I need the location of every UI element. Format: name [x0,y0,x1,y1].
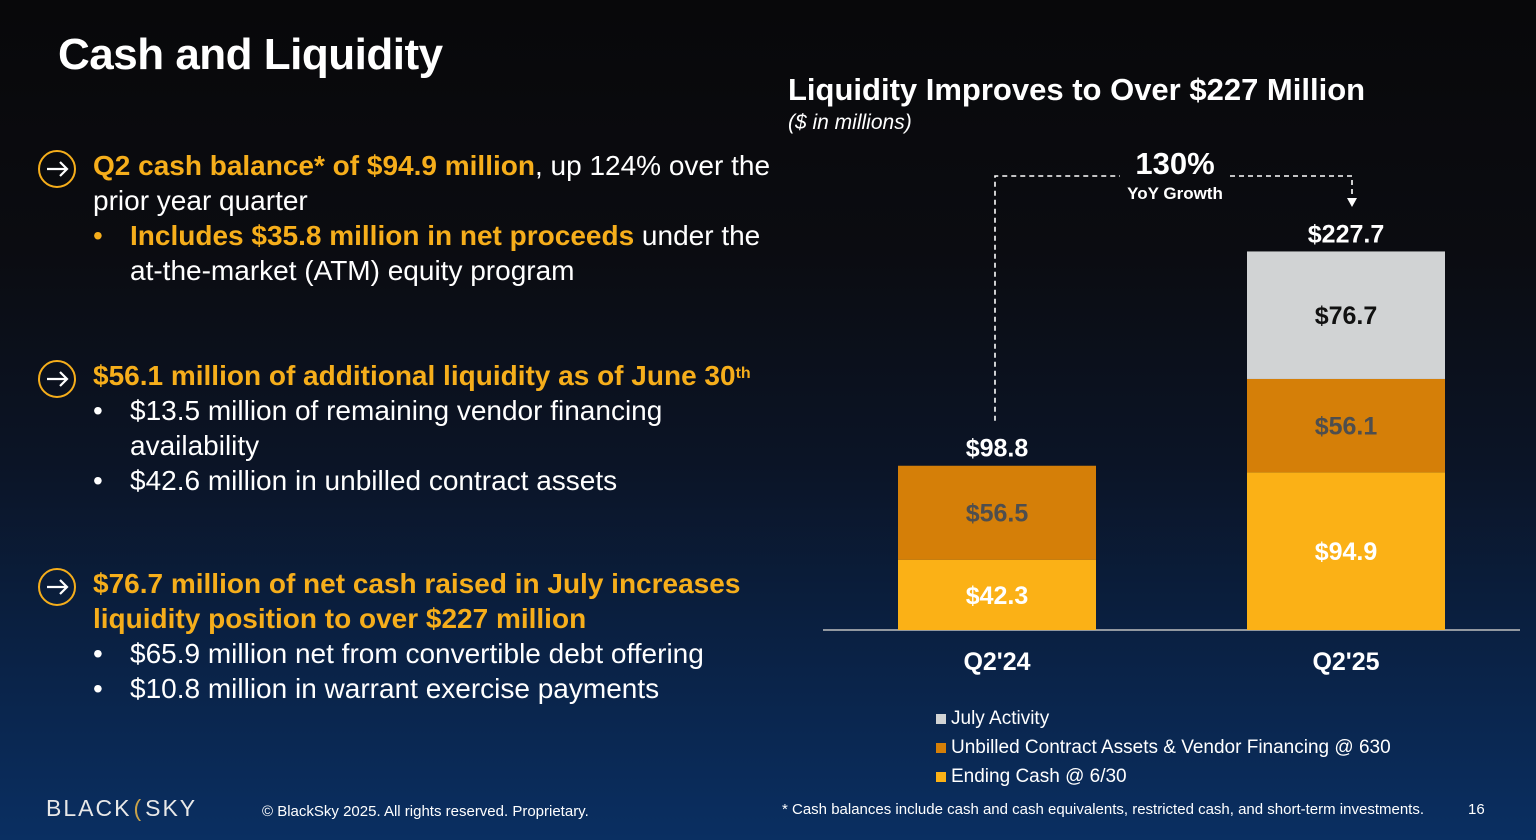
legend-item: Unbilled Contract Assets & Vendor Financ… [936,733,1391,762]
bar-segment [1247,472,1445,630]
legend-item: July Activity [936,704,1391,733]
blacksky-logo: BLACK(SKY [46,795,198,821]
footnote: * Cash balances include cash and cash eq… [782,801,1424,818]
superscript: th [735,365,751,382]
sub-bullet: • Includes $35.8 million in net proceeds … [93,218,798,288]
legend-swatch [936,713,946,724]
legend-label: Unbilled Contract Assets & Vendor Financ… [951,736,1391,758]
total-label: $98.8 [966,435,1029,463]
legend-swatch [936,742,946,753]
bullet-dot: • [93,395,103,426]
arrow-right-circle-icon [38,568,76,606]
legend-label: July Activity [951,707,1050,729]
sub-bullet-text: $13.5 million of remaining vendor financ… [130,395,663,461]
sub-bullet-text: $65.9 million net from convertible debt … [130,638,704,669]
total-label: $227.7 [1308,220,1384,248]
bullet-dot: • [93,465,103,496]
bullet-highlight: $76.7 million of net cash raised in July… [93,568,741,634]
sub-bullet: • $42.6 million in unbilled contract asse… [93,463,798,498]
growth-bracket-right [1230,175,1353,198]
sub-bullet-text: under the at-the-market (ATM) equity pro… [130,220,761,286]
bar-segment [1247,378,1445,473]
bar-segment [898,465,1096,560]
growth-value: 130% [1135,146,1214,181]
bullet-dot: • [93,673,103,704]
growth-bracket-left [994,175,1120,421]
sub-bullet-text: $10.8 million in warrant exercise paymen… [130,673,660,704]
growth-arrowhead-icon [1347,198,1357,207]
growth-label: YoY Growth [1127,184,1223,203]
data-label: $42.3 [966,582,1029,610]
legend-item: Ending Cash @ 6/30 [936,762,1391,791]
bullet-dot: • [93,638,103,669]
data-label: $94.9 [1315,538,1378,566]
bullet-text: , up 124% over the prior year quarter [93,150,771,216]
chart-subtitle: ($ in millions) [788,111,912,134]
sub-bullet: • $65.9 million net from convertible debt… [93,636,798,671]
bullet-point-additional-liquidity: $56.1 million of additional liquidity as… [38,358,798,498]
sub-bullet: • $10.8 million in warrant exercise payme… [93,671,798,706]
data-label: $76.7 [1315,302,1378,330]
bullet-highlight: $56.1 million of additional liquidity as… [93,360,736,391]
bar-segment [1247,251,1445,379]
sub-bullet: • $13.5 million of remaining vendor finan… [93,393,798,463]
x-tick-label: Q2'25 [1312,648,1379,676]
chart-title: Liquidity Improves to Over $227 Million [788,72,1366,107]
copyright-text: © BlackSky 2025. All rights reserved. Pr… [262,803,589,820]
bullet-highlight: Q2 cash balance* of $94.9 million [93,150,535,181]
sub-bullet-highlight: Includes $35.8 million in net proceeds [130,220,635,251]
sub-bullet-text: $42.6 million in unbilled contract asset… [130,465,618,496]
arrow-right-circle-icon [38,150,76,188]
data-label: $56.5 [966,500,1029,528]
page-number: 16 [1468,801,1485,818]
arrow-right-circle-icon [38,360,76,398]
legend-label: Ending Cash @ 6/30 [951,765,1127,787]
data-label: $56.1 [1315,413,1378,441]
bullet-list: Q2 cash balance* of $94.9 million, up 12… [38,148,798,706]
bullet-point-cash-balance: Q2 cash balance* of $94.9 million, up 12… [38,148,798,288]
legend-swatch [936,771,946,782]
bullet-point-july-cash-raised: $76.7 million of net cash raised in July… [38,566,798,706]
x-tick-label: Q2'24 [963,648,1030,676]
bullet-dot: • [93,220,103,251]
bar-segment [898,559,1096,630]
chart-legend: July Activity Unbilled Contract Assets & … [936,704,1391,791]
slide-title: Cash and Liquidity [58,30,443,79]
